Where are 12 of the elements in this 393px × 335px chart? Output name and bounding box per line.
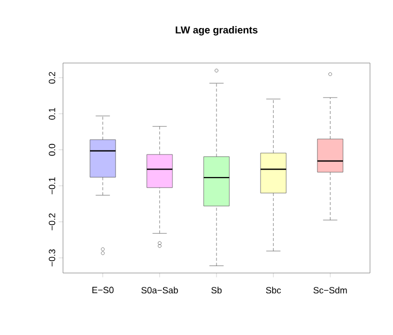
y-tick-label: −0.2 [48,213,56,230]
chart-title: LW age gradients [176,26,258,36]
x-tick-label: Sbc [266,286,281,294]
y-tick-label: −0.1 [48,177,56,194]
y-tick-label: 0.2 [48,72,56,84]
x-tick-label: Sc−Sdm [313,286,347,294]
y-tick-label: −0.3 [48,249,56,266]
y-tick-label: 0.0 [48,144,56,156]
x-tick-label: Sb [211,286,222,294]
y-tick-label: 0.1 [48,108,56,120]
x-tick-label: E−S0 [92,286,114,294]
x-tick-label: S0a−Sab [141,286,178,294]
